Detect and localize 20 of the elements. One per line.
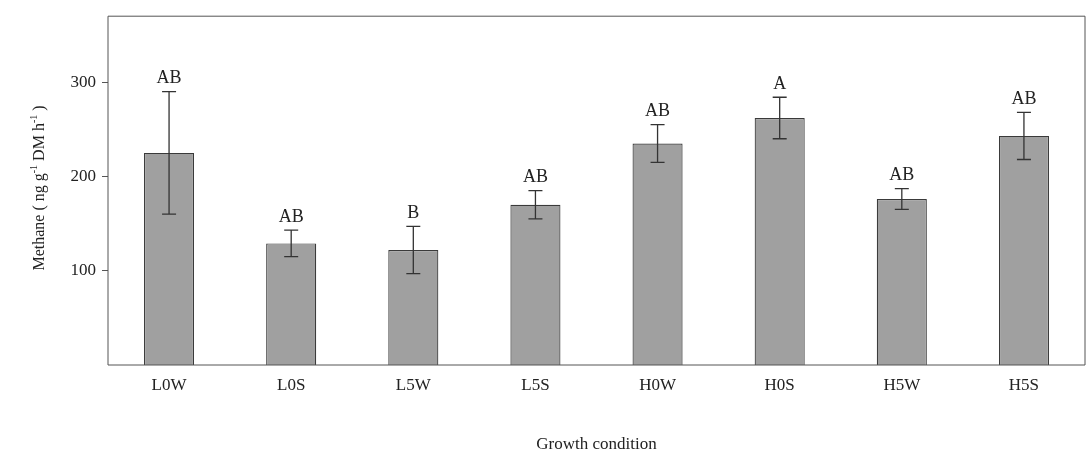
x-tick-label: H0W — [639, 374, 677, 394]
annotation: B — [407, 202, 420, 223]
annotation: AB — [522, 166, 548, 187]
annotation: AB — [889, 164, 915, 185]
x-tick-label: L0W — [151, 374, 188, 394]
annotation: AB — [278, 205, 304, 226]
y-tick-label: 100 — [70, 260, 96, 280]
x-tick-label: H5S — [1008, 374, 1040, 394]
x-tick-label: L5W — [395, 374, 432, 394]
x-tick-label: L0S — [277, 374, 306, 394]
annotation: AB — [1011, 88, 1037, 109]
annotation: AB — [156, 67, 182, 88]
annotation: A — [773, 73, 787, 94]
y-tick-label: 200 — [70, 165, 96, 185]
x-tick-label: H0S — [764, 374, 795, 394]
x-tick-label: H5W — [883, 374, 922, 394]
y-tick-label: 300 — [70, 71, 96, 91]
x-axis-title: Growth condition — [536, 434, 658, 454]
x-tick-label: L5S — [521, 374, 550, 394]
annotation: AB — [645, 100, 671, 121]
